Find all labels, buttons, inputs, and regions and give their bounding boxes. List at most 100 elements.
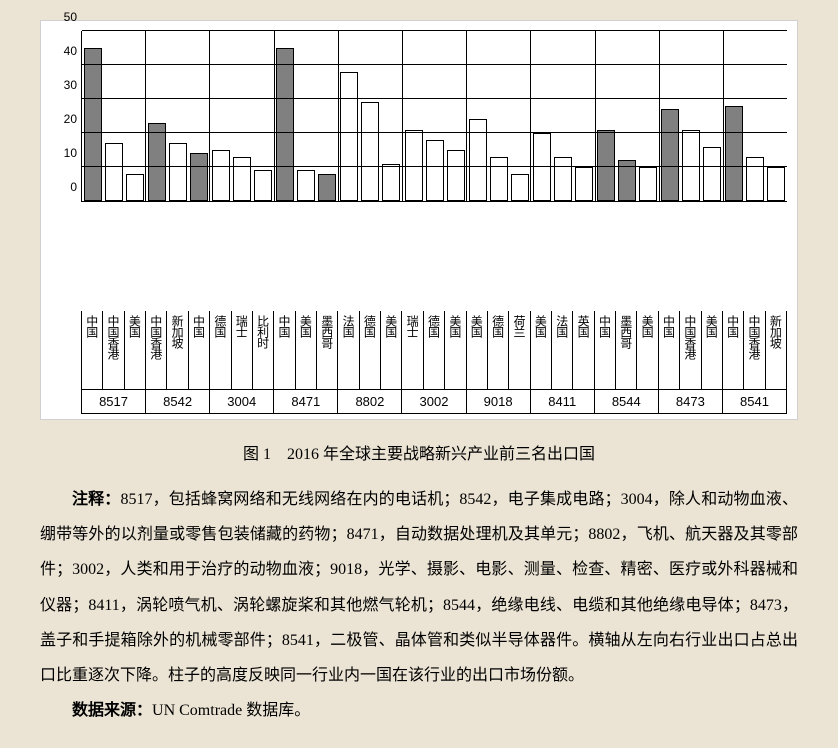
gridline (82, 98, 787, 99)
y-tick: 50 (64, 10, 77, 24)
bar (169, 143, 187, 201)
country-label: 荷兰 (509, 311, 529, 389)
country-label: 英国 (573, 311, 593, 389)
x-code-labels: 8517854230048471880230029018841185448473… (81, 390, 787, 414)
bar (661, 109, 679, 201)
bar (703, 147, 721, 201)
country-label: 比利时 (253, 311, 273, 389)
bars-layer (82, 31, 787, 201)
country-label: 中国香港 (103, 311, 124, 389)
country-label: 美国 (637, 311, 657, 389)
x-country-labels: 中国中国香港美国中国香港新加坡中国德国瑞士比利时中国美国墨西哥法国德国美国瑞士德… (81, 311, 787, 390)
bar-group (531, 31, 595, 201)
bar (575, 167, 593, 201)
country-label: 德国 (424, 311, 445, 389)
x-label-group: 中国中国香港美国 (81, 311, 145, 390)
country-label: 中国香港 (680, 311, 701, 389)
country-label: 德国 (210, 311, 231, 389)
country-label: 墨西哥 (317, 311, 337, 389)
code-label: 8517 (81, 390, 145, 414)
country-label: 墨西哥 (616, 311, 637, 389)
bar-group (339, 31, 403, 201)
country-label: 美国 (467, 311, 488, 389)
bar (148, 123, 166, 201)
country-label: 中国 (723, 311, 744, 389)
gridline (82, 132, 787, 133)
code-label: 3004 (209, 390, 273, 414)
country-label: 美国 (381, 311, 401, 389)
source-body: UN Comtrade 数据库。 (152, 702, 310, 719)
source-label: 数据来源： (72, 702, 152, 719)
bar (447, 150, 465, 201)
code-label: 3002 (401, 390, 465, 414)
notes-body: 8517，包括蜂窝网络和无线网络在内的电话机；8542，电子集成电路；3004，… (40, 491, 798, 684)
bar-group (660, 31, 724, 201)
code-label: 8802 (337, 390, 401, 414)
country-label: 德国 (488, 311, 509, 389)
country-label: 中国 (659, 311, 680, 389)
country-label: 中国 (82, 311, 103, 389)
bar (126, 174, 144, 201)
chart-container: 01020304050 中国中国香港美国中国香港新加坡中国德国瑞士比利时中国美国… (40, 20, 798, 420)
bar (340, 72, 358, 201)
country-label: 美国 (702, 311, 722, 389)
bar (233, 157, 251, 201)
country-label: 中国 (189, 311, 209, 389)
country-label: 中国香港 (146, 311, 167, 389)
bar-group (724, 31, 787, 201)
notes-label: 注释： (72, 491, 120, 508)
country-label: 法国 (552, 311, 573, 389)
bar (639, 167, 657, 201)
bar (725, 106, 743, 201)
x-label-group: 美国德国荷兰 (466, 311, 530, 390)
country-label: 瑞士 (232, 311, 253, 389)
country-label: 瑞士 (402, 311, 423, 389)
x-label-group: 美国法国英国 (530, 311, 594, 390)
gridline (82, 30, 787, 31)
y-axis: 01020304050 (51, 31, 81, 201)
code-label: 8542 (145, 390, 209, 414)
bar (212, 150, 230, 201)
bar-group (146, 31, 210, 201)
gridline (82, 166, 787, 167)
country-label: 美国 (445, 311, 465, 389)
country-label: 中国香港 (744, 311, 765, 389)
country-label: 中国 (274, 311, 295, 389)
country-label: 新加坡 (167, 311, 188, 389)
bar (746, 157, 764, 201)
plot-area (81, 31, 787, 202)
bar (554, 157, 572, 201)
notes-block: 注释：8517，包括蜂窝网络和无线网络在内的电话机；8542，电子集成电路；30… (40, 482, 798, 728)
x-label-group: 中国中国香港新加坡 (722, 311, 787, 390)
bar-group (403, 31, 467, 201)
x-label-group: 中国美国墨西哥 (273, 311, 337, 390)
y-tick: 10 (64, 146, 77, 160)
bar (490, 157, 508, 201)
bar (382, 164, 400, 201)
country-label: 美国 (531, 311, 552, 389)
code-label: 8541 (722, 390, 787, 414)
bar-group (275, 31, 339, 201)
bar (511, 174, 529, 201)
x-label-group: 中国墨西哥美国 (594, 311, 658, 390)
x-label-group: 法国德国美国 (337, 311, 401, 390)
x-label-group: 瑞士德国美国 (401, 311, 465, 390)
bar (276, 48, 294, 201)
x-label-group: 中国中国香港美国 (658, 311, 722, 390)
country-label: 德国 (360, 311, 381, 389)
bar-group (210, 31, 274, 201)
bar-group (467, 31, 531, 201)
bar (426, 140, 444, 201)
bar (318, 174, 336, 201)
bar (767, 167, 785, 201)
y-tick: 40 (64, 44, 77, 58)
code-label: 8544 (594, 390, 658, 414)
code-label: 8473 (658, 390, 722, 414)
bar (297, 170, 315, 201)
code-label: 9018 (466, 390, 530, 414)
gridline (82, 64, 787, 65)
x-label-group: 德国瑞士比利时 (209, 311, 273, 390)
country-label: 美国 (296, 311, 317, 389)
bar (190, 153, 208, 201)
bar (533, 133, 551, 201)
